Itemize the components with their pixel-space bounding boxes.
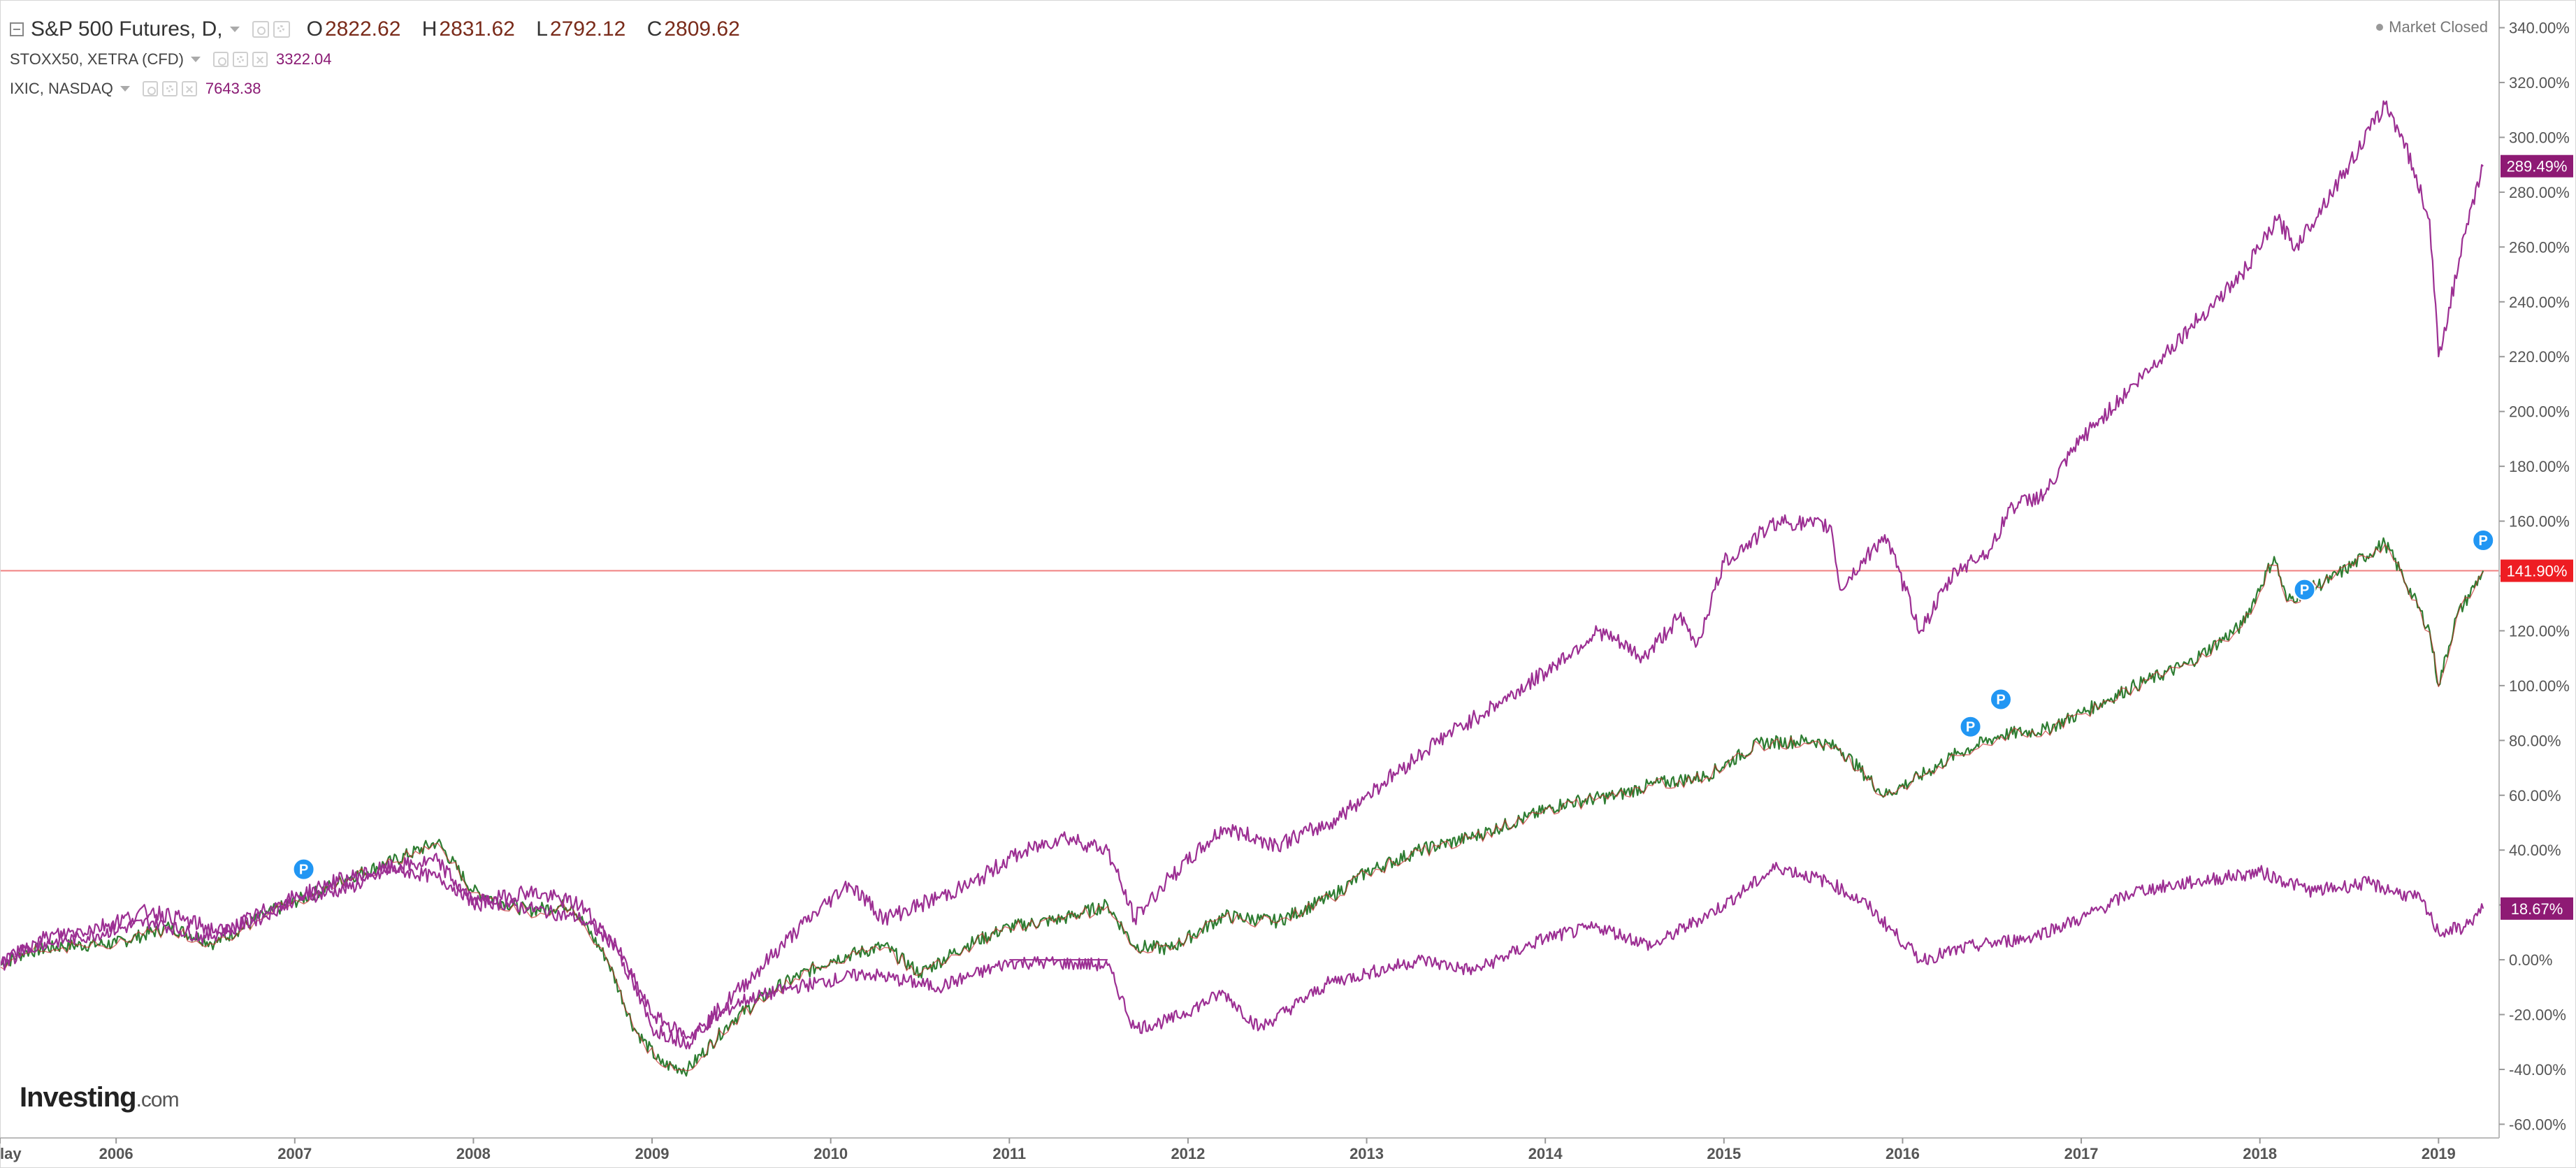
pivot-marker [292,858,315,881]
x-tick-label: 2010 [813,1145,848,1162]
y-tick-label: 280.00% [2509,184,2570,201]
x-tick-label: lay [0,1145,22,1162]
x-tick-label: 2009 [635,1145,670,1162]
y-tick-label: -40.00% [2509,1061,2566,1079]
open-value: 2822.62 [324,17,401,41]
end-value-label: 18.67% [2511,900,2563,918]
y-tick-label: 320.00% [2509,74,2570,92]
series-line-ixic [0,100,2484,1050]
x-tick-label: 2019 [2422,1145,2456,1162]
y-tick-label: 160.00% [2509,513,2570,531]
y-tick-label: 0.00% [2509,951,2552,969]
x-tick-label: 2006 [99,1145,133,1162]
chevron-down-icon[interactable] [120,86,130,92]
y-tick-label: 240.00% [2509,294,2570,311]
end-value-badge [2501,559,2573,582]
status-dot-icon [2376,24,2384,31]
end-value-badge [2501,897,2573,920]
low-key: L [536,17,548,41]
y-tick-label: 60.00% [2509,787,2561,805]
high-key: H [421,17,437,41]
value-badges: 141.90% 289.49% 18.67% [2501,154,2573,920]
compare-label[interactable]: IXIC, NASDAQ [10,80,113,97]
pivot-marker [2472,529,2495,552]
x-tick-label: 2017 [2064,1145,2099,1162]
y-tick-label: 200.00% [2509,403,2570,421]
compare-row-ixic: IXIC, NASDAQ 7643.38 [10,74,755,103]
investing-logo: Investing.com [20,1082,180,1113]
series-line-sp500 [0,537,2484,1077]
x-tick-label: 2018 [2243,1145,2277,1162]
gear-icon[interactable] [273,21,290,38]
eye-icon[interactable] [142,81,158,96]
pivot-marker-label: P [299,863,308,878]
pivot-marker-label: P [1996,692,2005,707]
y-tick-label: 40.00% [2509,842,2561,859]
close-icon[interactable] [181,81,197,96]
market-status-text: Market Closed [2389,18,2488,36]
chevron-down-icon[interactable] [190,57,201,62]
gear-icon[interactable] [232,52,248,67]
y-tick-label: 340.00% [2509,20,2570,37]
low-value: 2792.12 [549,17,626,41]
end-value-label: 289.49% [2507,158,2568,175]
pivot-marker-label: P [1966,720,1975,735]
pivot-marker [1990,688,2013,711]
pivot-marker [1959,715,1982,738]
logo-suffix: .com [136,1088,180,1111]
symbol-title[interactable]: S&P 500 Futures, D, [31,17,223,41]
collapse-icon[interactable] [10,22,24,36]
y-tick-label: 220.00% [2509,348,2570,366]
x-tick-label: 2008 [456,1145,491,1162]
pivot-marker-label: P [2479,533,2488,549]
x-tick-label: 2007 [277,1145,312,1162]
x-tick-label: 2015 [1707,1145,1741,1162]
compare-label[interactable]: STOXX50, XETRA (CFD) [10,50,184,68]
high-value: 2831.62 [439,17,515,41]
x-tick-label: 2013 [1349,1145,1384,1162]
compare-value: 7643.38 [205,80,261,97]
y-tick-label: 120.00% [2509,622,2570,640]
y-tick-label: 100.00% [2509,677,2570,695]
pivot-marker-label: P [2300,583,2309,598]
pivot-marker [2293,578,2316,601]
gear-icon[interactable] [161,81,178,96]
y-tick-label: 260.00% [2509,238,2570,256]
ohlc-values: O 2822.62 H 2831.62 L 2792.12 C 2809.62 [307,17,755,41]
y-tick-label: -20.00% [2509,1007,2566,1024]
x-tick-label: 2012 [1171,1145,1205,1162]
x-tick-label: 2014 [1528,1145,1563,1162]
y-tick-label: 80.00% [2509,732,2561,749]
y-tick-label: 300.00% [2509,129,2570,146]
close-key: C [646,17,663,41]
chevron-down-icon[interactable] [229,27,240,32]
series-line-sp500-down [0,543,2484,1072]
close-value: 2809.62 [664,17,740,41]
open-key: O [306,17,323,41]
end-value-badge [2501,154,2573,178]
series-line-stoxx50 [0,862,2484,1039]
compare-row-stoxx50: STOXX50, XETRA (CFD) 3322.04 [10,45,755,74]
compare-value: 3322.04 [275,50,332,68]
close-icon[interactable] [252,52,268,67]
x-tick-label: 2011 [992,1145,1026,1162]
x-tick-label: 2016 [1886,1145,1920,1162]
y-tick-label: 180.00% [2509,458,2570,475]
market-status: Market Closed [2376,18,2488,36]
end-value-label: 141.90% [2507,563,2568,580]
plot-area[interactable]: P P P P P [0,100,2495,1077]
eye-icon[interactable] [212,52,229,67]
y-tick-label: -60.00% [2509,1116,2566,1133]
logo-text: Investing [20,1082,137,1113]
eye-icon[interactable] [252,21,269,38]
